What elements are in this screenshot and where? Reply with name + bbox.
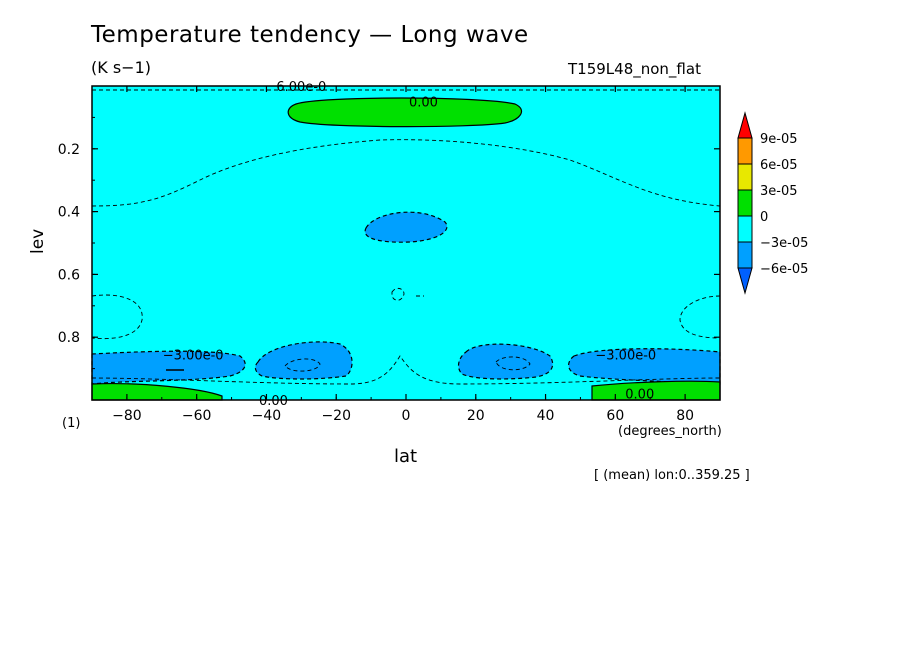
dashed-contours [91,89,721,385]
plot-area [92,86,720,400]
x-tick-label: 0 [402,408,411,424]
region-positive-surface-nh [591,380,721,401]
contour-line-4 [91,355,721,385]
region-negative-sh-sub [254,341,353,380]
colorbar-top-arrow [737,111,753,139]
x-axis-label: lat [394,446,418,467]
y-tick-label: 0.4 [58,205,80,221]
colorbar-label: 3e-05 [760,184,798,199]
y-tick-label: 0.2 [58,142,80,158]
x-tick-label: −20 [321,408,351,424]
y-tick-label: 0.8 [58,330,80,346]
x-axis-unit: (degrees_north) [618,424,722,439]
x-tick-label: −60 [182,408,212,424]
contour-label: 6.00e-0 [276,80,326,95]
shaded-regions [91,97,721,401]
contour-line-2 [91,294,143,340]
colorbar-box [737,215,753,243]
region-negative-mid [364,211,448,243]
panel-tag: (1) [62,416,81,431]
colorbar-box [737,137,753,165]
colorbar-label: 9e-05 [760,132,798,147]
contour-label: 0.00 [409,96,438,111]
contour-label: −3.00e-0 [595,348,656,363]
colorbar: 9e-05 6e-05 3e-05 0 −3e-05 −6e-05 [737,111,808,295]
x-tick-label: 60 [606,408,624,424]
contour-line-1 [91,139,721,207]
units-label: (K s−1) [91,58,151,77]
colorbar-label: −3e-05 [760,236,808,251]
y-tick-label: 0.6 [58,267,80,283]
experiment-label: T159L48_non_flat [568,60,701,78]
colorbar-bottom-arrow [737,267,753,295]
region-negative-sh-high [91,350,246,385]
colorbar-label: 6e-05 [760,158,798,173]
colorbar-box [737,189,753,217]
x-tick-label: 40 [537,408,555,424]
contour-line-9 [495,356,531,371]
colorbar-label: −6e-05 [760,262,808,277]
region-positive-upper [287,97,523,128]
colorbar-label: 0 [760,210,768,225]
colorbar-box [737,241,753,269]
region-negative-nh-sub [457,343,554,380]
contour-line-5 [391,287,405,301]
x-ticks: −80 −60 −40 −20 0 20 40 60 80 [91,86,721,424]
y-ticks: 0.2 0.4 0.6 0.8 [58,116,720,401]
contour-line-8 [284,358,321,372]
x-tick-label: 80 [676,408,694,424]
x-tick-label: 20 [467,408,485,424]
contour-labels: 6.00e-0 0.00 −3.00e-0 −3.00e-0 0.00 0.00 [163,80,656,409]
chart-title: Temperature tendency — Long wave [91,22,529,48]
x-tick-label: −40 [252,408,282,424]
contour-label: −3.00e-0 [163,348,224,363]
contour-label: 0.00 [625,388,654,403]
colorbar-box [737,163,753,191]
x-tick-label: −80 [112,408,142,424]
region-positive-surface-sh [91,383,223,401]
averaging-note: [ (mean) lon:0..359.25 ] [594,468,750,483]
contour-line-3 [679,295,721,339]
contour-label: 0.00 [259,394,288,409]
